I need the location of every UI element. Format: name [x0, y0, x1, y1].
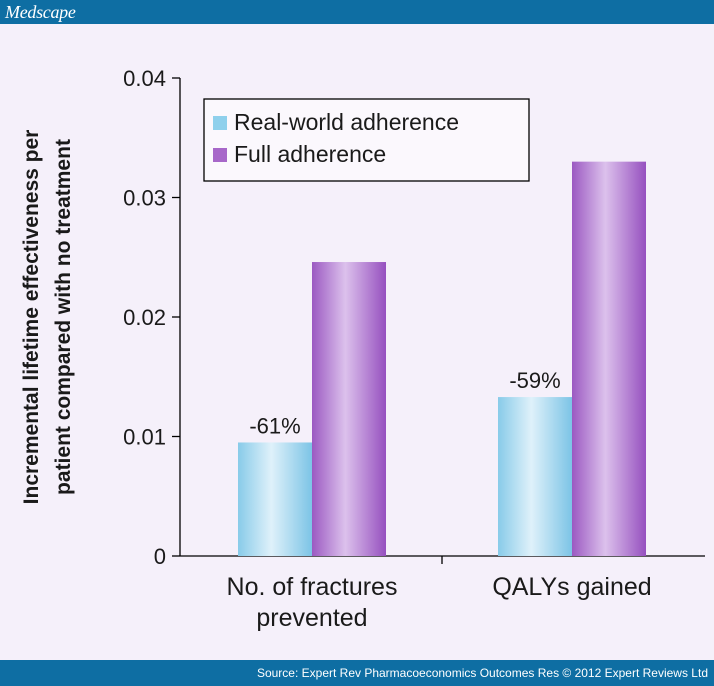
bar-annotation: -61% — [249, 413, 300, 438]
legend-swatch-full — [213, 148, 227, 162]
bar-real-world-1 — [498, 397, 572, 556]
legend-label: Full adherence — [234, 141, 386, 167]
y-axis-label-line: patient compared with no treatment — [52, 139, 75, 495]
annotations: -61% -59% — [249, 368, 560, 438]
y-axis-label-line: Incremental lifetime effectiveness per — [20, 130, 43, 505]
y-tick-label: 0.01 — [123, 425, 166, 450]
x-axis-labels: No. of fractures prevented QALYs gained — [227, 573, 652, 632]
bars — [238, 161, 646, 556]
y-tick-label: 0.02 — [123, 305, 166, 330]
header-bar: Medscape — [0, 0, 714, 24]
footer-bar: Source: Expert Rev Pharmacoeconomics Out… — [0, 660, 714, 686]
y-axis-label: Incremental lifetime effectiveness per pa… — [20, 130, 75, 505]
y-axis-ticks: 0 0.01 0.02 0.03 0.04 — [123, 66, 443, 569]
y-tick-label: 0 — [154, 544, 166, 569]
legend-swatch-real-world — [213, 116, 227, 130]
y-tick-label: 0.04 — [123, 66, 166, 91]
bar-real-world-0 — [238, 442, 312, 556]
x-category-label: QALYs gained — [492, 573, 651, 601]
legend-label: Real-world adherence — [234, 109, 459, 135]
bar-full-0 — [312, 262, 386, 556]
y-tick-label: 0.03 — [123, 186, 166, 211]
legend-box — [203, 98, 530, 182]
bar-full-1 — [572, 161, 646, 556]
bar-chart: Incremental lifetime effectiveness per pa… — [20, 66, 705, 632]
x-category-label: No. of fractures — [227, 573, 398, 601]
source-credit: Source: Expert Rev Pharmacoeconomics Out… — [256, 666, 708, 680]
legend: Real-world adherence Full adherence — [203, 98, 530, 182]
chart-area: Incremental lifetime effectiveness per pa… — [0, 24, 714, 660]
x-category-label: prevented — [256, 604, 367, 632]
bar-annotation: -59% — [509, 368, 560, 393]
brand-logo: Medscape — [5, 2, 76, 22]
